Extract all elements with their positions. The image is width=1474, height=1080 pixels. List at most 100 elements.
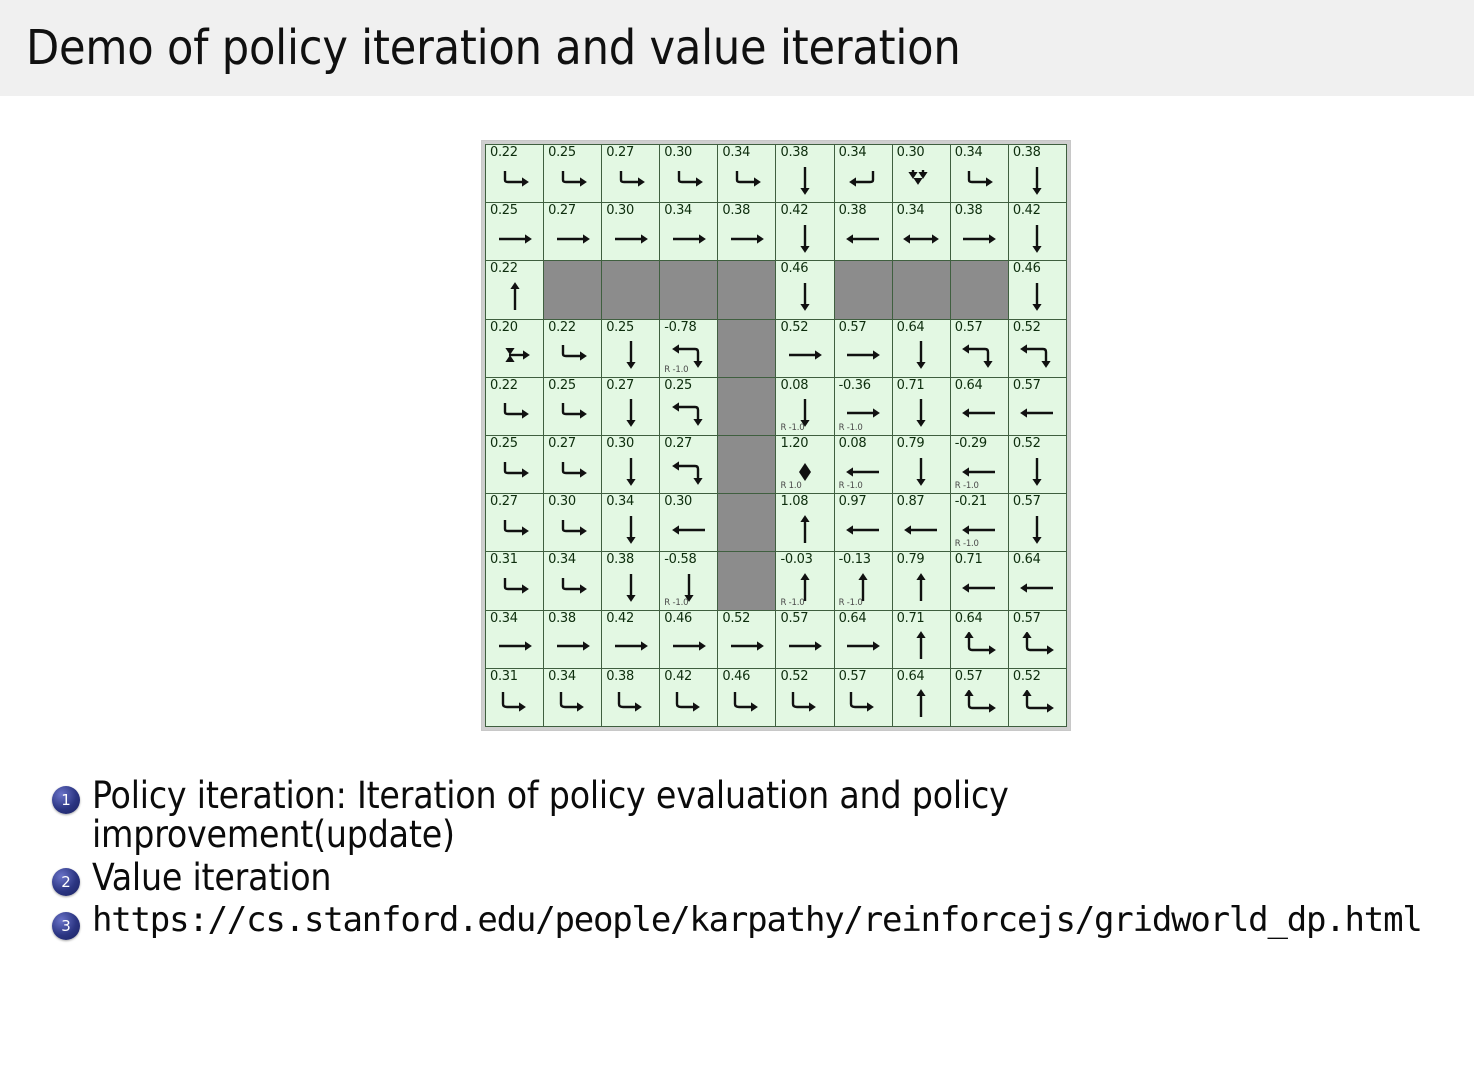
grid-cell[interactable]: 0.22 bbox=[543, 318, 603, 378]
grid-cell[interactable]: -0.13 R -1.0 bbox=[833, 551, 893, 611]
grid-cell-wall[interactable] bbox=[717, 376, 777, 436]
grid-cell[interactable]: 0.42 bbox=[775, 202, 835, 262]
grid-cell[interactable]: 0.22 bbox=[484, 260, 545, 320]
grid-cell[interactable]: 0.08 R -1.0 bbox=[833, 434, 893, 495]
grid-cell[interactable]: 0.64 bbox=[949, 376, 1009, 436]
grid-cell[interactable]: 0.38 bbox=[543, 609, 603, 669]
grid-cell[interactable]: 1.20 R 1.0 bbox=[775, 434, 835, 495]
grid-cell-wall[interactable] bbox=[717, 318, 777, 378]
grid-cell-wall[interactable] bbox=[717, 493, 777, 553]
grid-cell[interactable]: 0.27 bbox=[543, 202, 603, 262]
grid-cell[interactable]: 0.64 bbox=[891, 318, 951, 378]
grid-cell[interactable]: 0.71 bbox=[891, 609, 951, 669]
grid-cell[interactable]: -0.03 R -1.0 bbox=[775, 551, 835, 611]
grid-cell[interactable]: 0.46 bbox=[775, 260, 835, 320]
grid-cell[interactable]: 0.08 R -1.0 bbox=[775, 376, 835, 436]
grid-cell[interactable]: 0.57 bbox=[1007, 493, 1068, 553]
grid-cell[interactable]: 0.30 bbox=[543, 493, 603, 553]
grid-cell[interactable]: 0.46 bbox=[659, 609, 719, 669]
grid-cell[interactable]: 0.25 bbox=[543, 376, 603, 436]
grid-cell[interactable]: 0.57 bbox=[1007, 609, 1068, 669]
grid-cell[interactable]: 0.52 bbox=[717, 609, 777, 669]
grid-cell[interactable]: 0.52 bbox=[1007, 318, 1068, 378]
grid-cell[interactable]: 0.25 bbox=[601, 318, 661, 378]
grid-cell[interactable]: 0.27 bbox=[601, 376, 661, 436]
grid-cell[interactable]: 0.38 bbox=[601, 551, 661, 611]
grid-cell[interactable]: 0.34 bbox=[833, 143, 893, 204]
grid-cell[interactable]: 0.71 bbox=[949, 551, 1009, 611]
grid-cell[interactable]: 0.34 bbox=[949, 143, 1009, 204]
grid-cell[interactable]: 0.57 bbox=[949, 667, 1009, 728]
grid-cell[interactable]: -0.29 R -1.0 bbox=[949, 434, 1009, 495]
grid-cell-wall[interactable] bbox=[601, 260, 661, 320]
grid-cell[interactable]: 0.30 bbox=[891, 143, 951, 204]
grid-cell[interactable]: 0.38 bbox=[1007, 143, 1068, 204]
grid-cell-wall[interactable] bbox=[659, 260, 719, 320]
grid-cell[interactable]: 0.34 bbox=[891, 202, 951, 262]
grid-cell[interactable]: 0.31 bbox=[484, 551, 545, 611]
grid-cell[interactable]: 0.42 bbox=[659, 667, 719, 728]
grid-cell[interactable]: 0.97 bbox=[833, 493, 893, 553]
grid-cell[interactable]: 0.27 bbox=[543, 434, 603, 495]
grid-cell[interactable]: 0.57 bbox=[833, 318, 893, 378]
grid-cell[interactable]: 0.27 bbox=[659, 434, 719, 495]
grid-cell[interactable]: 0.27 bbox=[601, 143, 661, 204]
bullet-link[interactable]: https://cs.stanford.edu/people/karpathy/… bbox=[92, 899, 1423, 940]
grid-cell[interactable]: 0.30 bbox=[601, 202, 661, 262]
grid-cell-wall[interactable] bbox=[717, 434, 777, 495]
grid-cell[interactable]: 0.38 bbox=[833, 202, 893, 262]
grid-cell[interactable]: 0.38 bbox=[775, 143, 835, 204]
grid-cell[interactable]: 0.38 bbox=[717, 202, 777, 262]
grid-cell[interactable]: 0.42 bbox=[601, 609, 661, 669]
grid-cell[interactable]: -0.36 R -1.0 bbox=[833, 376, 893, 436]
grid-cell[interactable]: 0.52 bbox=[775, 318, 835, 378]
grid-cell[interactable]: 0.30 bbox=[659, 143, 719, 204]
grid-cell[interactable]: 0.46 bbox=[1007, 260, 1068, 320]
grid-cell[interactable]: 0.20 bbox=[484, 318, 545, 378]
grid-cell[interactable]: 0.25 bbox=[659, 376, 719, 436]
grid-cell[interactable]: 0.34 bbox=[601, 493, 661, 553]
grid-cell[interactable]: 0.31 bbox=[484, 667, 545, 728]
grid-cell[interactable]: 0.52 bbox=[775, 667, 835, 728]
grid-cell[interactable]: 0.64 bbox=[1007, 551, 1068, 611]
grid-cell[interactable]: 0.22 bbox=[484, 143, 545, 204]
grid-cell-wall[interactable] bbox=[833, 260, 893, 320]
grid-cell-wall[interactable] bbox=[543, 260, 603, 320]
grid-cell-wall[interactable] bbox=[717, 551, 777, 611]
grid-cell[interactable]: 0.57 bbox=[1007, 376, 1068, 436]
grid-cell[interactable]: 0.57 bbox=[949, 318, 1009, 378]
grid-cell[interactable]: 0.25 bbox=[543, 143, 603, 204]
grid-cell[interactable]: -0.21 R -1.0 bbox=[949, 493, 1009, 553]
grid-cell[interactable]: 0.34 bbox=[659, 202, 719, 262]
grid-cell[interactable]: 0.38 bbox=[601, 667, 661, 728]
grid-cell[interactable]: 0.87 bbox=[891, 493, 951, 553]
grid-cell[interactable]: 0.27 bbox=[484, 493, 545, 553]
grid-cell[interactable]: 0.79 bbox=[891, 551, 951, 611]
grid-cell[interactable]: 0.34 bbox=[484, 609, 545, 669]
grid-cell[interactable]: 0.30 bbox=[659, 493, 719, 553]
grid-cell[interactable]: -0.58 R -1.0 bbox=[659, 551, 719, 611]
grid-cell[interactable]: 0.57 bbox=[833, 667, 893, 728]
grid-cell[interactable]: 0.34 bbox=[543, 551, 603, 611]
grid-cell[interactable]: 0.79 bbox=[891, 434, 951, 495]
grid-cell[interactable]: 0.46 bbox=[717, 667, 777, 728]
grid-cell[interactable]: 0.38 bbox=[949, 202, 1009, 262]
grid-cell[interactable]: 0.25 bbox=[484, 434, 545, 495]
grid-cell-wall[interactable] bbox=[949, 260, 1009, 320]
grid-cell[interactable]: 0.52 bbox=[1007, 434, 1068, 495]
grid-cell[interactable]: 0.71 bbox=[891, 376, 951, 436]
grid-cell[interactable]: 0.25 bbox=[484, 202, 545, 262]
grid-cell[interactable]: 0.64 bbox=[891, 667, 951, 728]
grid-cell[interactable]: -0.78 R -1.0 bbox=[659, 318, 719, 378]
grid-cell[interactable]: 0.57 bbox=[775, 609, 835, 669]
grid-cell[interactable]: 1.08 bbox=[775, 493, 835, 553]
grid-cell[interactable]: 0.34 bbox=[543, 667, 603, 728]
grid-cell[interactable]: 0.52 bbox=[1007, 667, 1068, 728]
grid-cell[interactable]: 0.64 bbox=[833, 609, 893, 669]
grid-cell[interactable]: 0.64 bbox=[949, 609, 1009, 669]
grid-cell-wall[interactable] bbox=[717, 260, 777, 320]
grid-cell[interactable]: 0.34 bbox=[717, 143, 777, 204]
grid-cell-wall[interactable] bbox=[891, 260, 951, 320]
grid-cell[interactable]: 0.22 bbox=[484, 376, 545, 436]
grid-cell[interactable]: 0.42 bbox=[1007, 202, 1068, 262]
